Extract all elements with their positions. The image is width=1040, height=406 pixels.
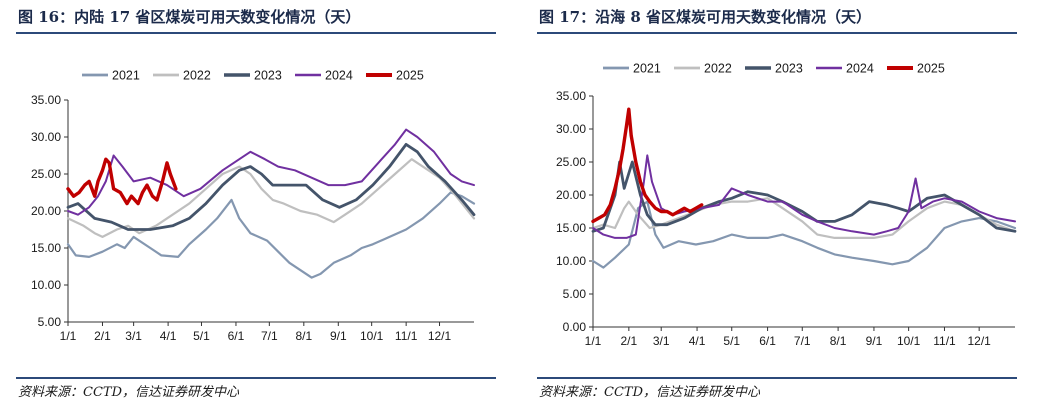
chart-coastal-coal-days: 0.00 5.00 10.00 15.00 20.00 25.00 30.00 35.00 1/… [556,62,1017,348]
chart-inland-coal-days: 5.00 10.00 15.00 20.00 25.00 30.00 35.00 1/1 2/1… [31,69,476,343]
y-tick-label: 20.00 [556,188,586,202]
y-tick-label: 10.00 [556,254,586,268]
figure-source: 资料来源：CCTD，信达证券研发中心 [18,385,239,400]
x-tick-label: 11/1 [395,329,418,343]
x-tick-label: 12/1 [967,334,991,348]
x-tick-label: 10/1 [897,334,921,348]
legend-label: 2023 [775,62,803,76]
legend-label: 2025 [396,69,424,83]
y-tick-label: 0.00 [563,320,587,334]
x-tick-label: 7/1 [794,334,811,348]
legend-label: 2022 [183,69,211,83]
x-tick-label: 2/1 [94,329,111,343]
legend-item-2022: 2022 [153,69,211,83]
y-tick-label: 35.00 [31,93,61,107]
y-tick-label: 25.00 [556,155,586,169]
legend-item-2024: 2024 [295,69,353,83]
legend-label: 2023 [254,69,282,83]
x-tick-label: 7/1 [261,329,278,343]
series-line-2023 [66,143,476,231]
legend-label: 2021 [112,69,140,83]
series-line-2025 [591,107,704,224]
y-tick-label: 25.00 [31,167,61,181]
figure-source: 资料来源：CCTD，信达证券研发中心 [539,385,760,400]
x-tick-label: 8/1 [295,329,312,343]
legend-label: 2024 [846,62,874,76]
x-tick-label: 12/1 [428,329,452,343]
legend-label: 2021 [633,62,661,76]
series-line-2024 [592,154,1016,239]
y-tick-label: 15.00 [556,221,586,235]
series-line-2023 [591,160,1017,233]
x-tick-label: 10/1 [360,329,384,343]
y-tick-label: 15.00 [31,241,61,255]
chart-panel-inland: 图 16：内陆 17 省区煤炭可用天数变化情况（天） 5.00 10.00 15.0… [16,0,496,406]
series-line-2021 [66,191,476,279]
x-tick-label: 5/1 [193,329,210,343]
x-tick-label: 4/1 [689,334,706,348]
x-tick-label: 9/1 [330,329,347,343]
figure-title: 图 17：沿海 8 省区煤炭可用天数变化情况（天） [539,8,871,26]
x-tick-label: 9/1 [866,334,883,348]
x-tick-label: 1/1 [60,329,77,343]
legend-label: 2024 [325,69,353,83]
legend-item-2021: 2021 [82,69,140,83]
x-tick-label: 3/1 [653,334,670,348]
x-tick-label: 2/1 [620,334,637,348]
title-rule [537,32,1017,34]
y-tick-label: 5.00 [38,315,62,329]
y-tick-label: 35.00 [556,89,586,103]
x-tick-label: 4/1 [160,329,177,343]
source-rule [16,377,496,379]
legend-label: 2025 [917,62,945,76]
y-tick-label: 20.00 [31,204,61,218]
legend-item-2025: 2025 [887,62,945,76]
x-tick-label: 11/1 [933,334,956,348]
x-tick-label: 5/1 [723,334,740,348]
legend-item-2022: 2022 [674,62,732,76]
source-rule [537,377,1017,379]
legend-item-2025: 2025 [366,69,424,83]
x-tick-label: 6/1 [759,334,776,348]
y-tick-label: 30.00 [31,130,61,144]
series-line-2025 [66,157,178,206]
series-line-2022 [591,197,1017,239]
legend-item-2023: 2023 [745,62,803,76]
series-line-2024 [67,128,475,216]
y-tick-label: 30.00 [556,122,586,136]
x-tick-label: 8/1 [830,334,847,348]
title-rule [16,32,496,34]
legend-label: 2022 [704,62,732,76]
y-tick-label: 10.00 [31,278,61,292]
y-tick-label: 5.00 [563,287,587,301]
x-tick-label: 1/1 [585,334,602,348]
figure-title: 图 16：内陆 17 省区煤炭可用天数变化情况（天） [18,8,361,26]
legend-item-2024: 2024 [816,62,874,76]
x-tick-label: 6/1 [228,329,245,343]
chart-panel-coastal: 图 17：沿海 8 省区煤炭可用天数变化情况（天） 0.00 5.00 10.00 1… [537,0,1017,406]
legend-item-2021: 2021 [603,62,661,76]
x-tick-label: 3/1 [125,329,142,343]
legend-item-2023: 2023 [224,69,282,83]
